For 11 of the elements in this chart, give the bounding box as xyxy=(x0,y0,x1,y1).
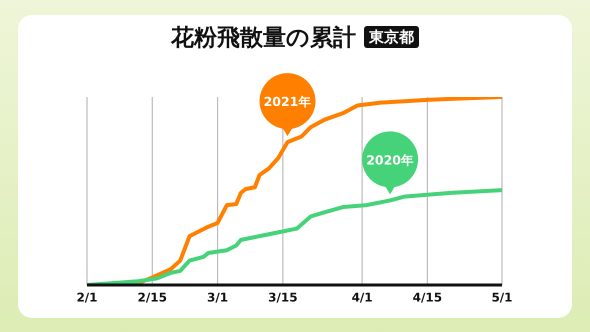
x-tick-label: 2/1 xyxy=(76,290,98,305)
series-label: 2021年 xyxy=(264,94,312,110)
x-tick-label: 3/1 xyxy=(207,290,228,305)
text: 2020年 xyxy=(366,152,414,168)
chart-subtitle: 東京都 xyxy=(364,26,419,48)
x-tick-label: 5/1 xyxy=(491,290,513,305)
x-tick-label: 2/15 xyxy=(138,290,167,305)
x-tick-label: 4/15 xyxy=(412,290,442,305)
x-tick-label: 4/1 xyxy=(352,290,373,305)
x-tick-label: 3/15 xyxy=(268,290,298,305)
chart-title: 花粉飛散量の累計 xyxy=(171,25,356,51)
